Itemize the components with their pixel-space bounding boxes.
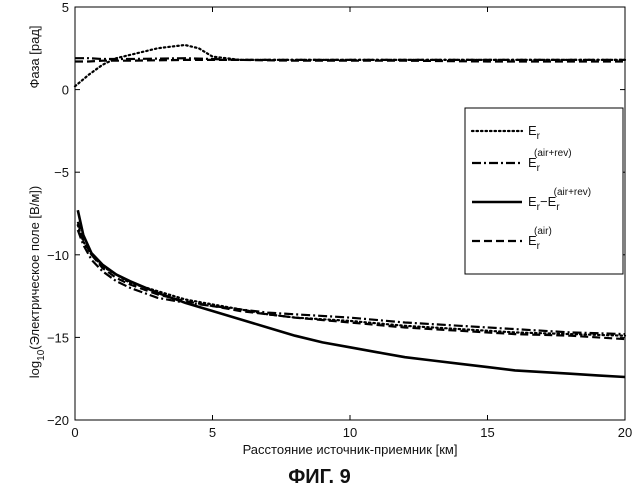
x-tick-label: 20 xyxy=(618,425,632,440)
x-axis-label: Расстояние источник-приемник [км] xyxy=(243,442,458,457)
x-tick-label: 10 xyxy=(343,425,357,440)
figure-caption: ФИГ. 9 xyxy=(0,466,639,489)
series-1-phase-line xyxy=(75,45,625,86)
chart: 0 5 10 15 20 −20 −15 −10 −5 0 5 Расстояние источни… xyxy=(0,0,639,460)
y-tick-label: −15 xyxy=(47,330,69,345)
y-tick-label: 0 xyxy=(62,83,69,98)
y-axis-label-phase: Фаза [рад] xyxy=(27,25,42,88)
x-tick-label: 15 xyxy=(480,425,494,440)
y-tick-label: −5 xyxy=(54,165,69,180)
y-axis-label-field-subscript: 10 xyxy=(36,349,47,361)
y-axis-label-field-suffix: (Электрическое поле [В/м]) xyxy=(27,186,42,350)
legend-box xyxy=(465,108,623,274)
y-axis-label-field-prefix: log xyxy=(27,361,42,378)
y-tick-label: −10 xyxy=(47,248,69,263)
y-tick-label: −20 xyxy=(47,413,69,428)
y-tick-label: 5 xyxy=(62,0,69,15)
series-2-phase-line xyxy=(75,58,625,60)
y-axis-label-field: log10(Электрическое поле [В/м]) xyxy=(27,186,47,378)
x-tick-label: 0 xyxy=(71,425,78,440)
legend: ErEr(air+rev)Er−Er(air+rev)Er(air) xyxy=(465,108,623,274)
x-tick-label: 5 xyxy=(209,425,216,440)
